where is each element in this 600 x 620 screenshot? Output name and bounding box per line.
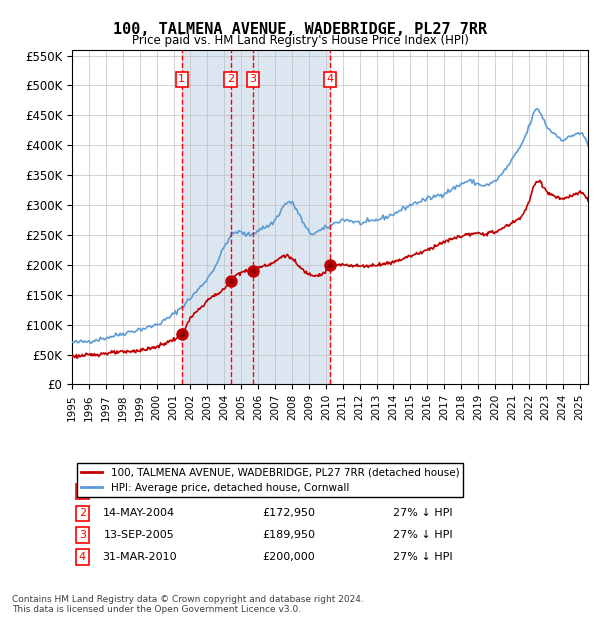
Text: 14-MAY-2004: 14-MAY-2004 <box>103 508 175 518</box>
Text: £189,950: £189,950 <box>262 530 315 540</box>
Text: 1: 1 <box>79 487 86 497</box>
Text: 34% ↓ HPI: 34% ↓ HPI <box>393 487 452 497</box>
Text: £84,995: £84,995 <box>266 487 312 497</box>
Text: £172,950: £172,950 <box>262 508 315 518</box>
Legend: 100, TALMENA AVENUE, WADEBRIDGE, PL27 7RR (detached house), HPI: Average price, : 100, TALMENA AVENUE, WADEBRIDGE, PL27 7R… <box>77 463 463 497</box>
Text: 4: 4 <box>326 74 334 84</box>
Text: 1: 1 <box>178 74 185 84</box>
Text: 3: 3 <box>79 530 86 540</box>
Text: 31-MAR-2010: 31-MAR-2010 <box>102 552 176 562</box>
Text: Price paid vs. HM Land Registry's House Price Index (HPI): Price paid vs. HM Land Registry's House … <box>131 34 469 47</box>
Text: 29-JUN-2001: 29-JUN-2001 <box>104 487 175 497</box>
Text: 27% ↓ HPI: 27% ↓ HPI <box>393 508 452 518</box>
Text: 4: 4 <box>79 552 86 562</box>
Text: 27% ↓ HPI: 27% ↓ HPI <box>393 530 452 540</box>
Text: Contains HM Land Registry data © Crown copyright and database right 2024.: Contains HM Land Registry data © Crown c… <box>12 595 364 604</box>
Text: £200,000: £200,000 <box>262 552 315 562</box>
Text: 3: 3 <box>250 74 257 84</box>
Bar <box>182 50 330 384</box>
Text: 2: 2 <box>227 74 234 84</box>
Text: 100, TALMENA AVENUE, WADEBRIDGE, PL27 7RR: 100, TALMENA AVENUE, WADEBRIDGE, PL27 7R… <box>113 22 487 37</box>
Text: 13-SEP-2005: 13-SEP-2005 <box>104 530 175 540</box>
Text: This data is licensed under the Open Government Licence v3.0.: This data is licensed under the Open Gov… <box>12 604 301 614</box>
Text: 27% ↓ HPI: 27% ↓ HPI <box>393 552 452 562</box>
Text: 2: 2 <box>79 508 86 518</box>
